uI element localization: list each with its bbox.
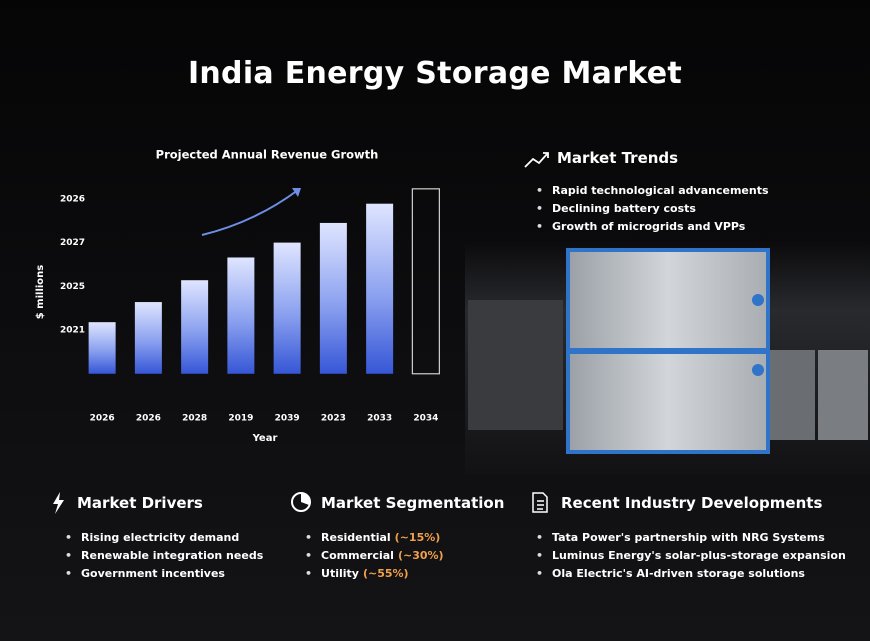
section-title: Market Drivers xyxy=(77,494,203,512)
x-tick-label: 2026 xyxy=(136,414,161,424)
logo xyxy=(752,364,764,376)
segment-share: (~55%) xyxy=(362,567,409,580)
doc-icon xyxy=(532,492,548,513)
bar xyxy=(273,242,301,374)
y-tick-label: 2021 xyxy=(60,326,85,336)
bullet-item: Declining battery costs xyxy=(536,200,769,218)
bullet-item: Luminus Energy's solar-plus-storage expa… xyxy=(536,547,846,565)
bullet-item: Ola Electric's AI-driven storage solutio… xyxy=(536,565,846,583)
cabinet xyxy=(468,300,563,430)
trend-icon xyxy=(524,152,549,168)
y-tick-label: 2027 xyxy=(60,238,85,248)
bullet-list: Tata Power's partnership with NRG System… xyxy=(536,529,846,583)
bullet-item: Rapid technological advancements xyxy=(536,182,768,200)
bullet-list: Residential(~15%)Commercial(~30%)Utility… xyxy=(305,529,444,583)
bullet-item: Government incentives xyxy=(65,565,263,583)
bar xyxy=(366,203,394,374)
cabinet xyxy=(818,350,868,440)
bar xyxy=(411,188,440,375)
chart-title: Projected Annual Revenue Growth xyxy=(156,148,379,162)
bullet-item: Renewable integration needs xyxy=(65,547,263,565)
bar xyxy=(319,222,347,374)
bullet-item: Tata Power's partnership with NRG System… xyxy=(536,529,846,547)
bar xyxy=(181,280,209,374)
segment-icon xyxy=(301,493,310,505)
bar xyxy=(134,302,162,374)
bullet-list: Rising electricity demandRenewable integ… xyxy=(65,529,263,583)
segment-share: (~15%) xyxy=(394,531,441,544)
bolt-icon xyxy=(53,492,64,514)
x-axis-label: Year xyxy=(252,433,278,444)
bullet-item: Residential(~15%) xyxy=(305,529,444,547)
segment-label: Residential xyxy=(321,531,391,544)
logo xyxy=(752,294,764,306)
segment-share: (~30%) xyxy=(397,549,444,562)
x-tick-label: 2033 xyxy=(367,414,392,424)
battery-container xyxy=(566,248,770,352)
x-tick-label: 2023 xyxy=(321,414,346,424)
y-tick-label: 2025 xyxy=(60,282,85,292)
bullet-item: Growth of microgrids and VPPs xyxy=(536,218,769,236)
trend-arrow-head xyxy=(292,188,301,197)
trend-arrow xyxy=(201,189,299,236)
section-title: Recent Industry Developments xyxy=(561,494,823,512)
battery-container xyxy=(566,350,770,454)
bullet-item: Commercial(~30%) xyxy=(305,547,444,565)
y-axis-label: $ millions xyxy=(35,265,46,320)
bar xyxy=(88,322,116,374)
x-tick-label: 2028 xyxy=(182,414,207,424)
page-title: India Energy Storage Market xyxy=(187,56,683,91)
section-title: Market Segmentation xyxy=(321,494,505,512)
bullet-item: Rising electricity demand xyxy=(65,529,263,547)
x-tick-label: 2026 xyxy=(90,414,115,424)
bullet-item: Utility(~55%) xyxy=(305,565,444,583)
y-tick-label: 2026 xyxy=(60,194,85,204)
bullet-list: Rapid technological advancementsDeclinin… xyxy=(536,182,769,236)
section-title: Market Trends xyxy=(557,149,679,167)
segment-label: Utility xyxy=(321,567,359,580)
x-tick-label: 2019 xyxy=(228,414,253,424)
segment-label: Commercial xyxy=(321,549,394,562)
bar xyxy=(227,257,255,374)
x-tick-label: 2034 xyxy=(413,414,438,424)
cabinet xyxy=(770,350,815,440)
x-tick-label: 2039 xyxy=(275,414,300,424)
